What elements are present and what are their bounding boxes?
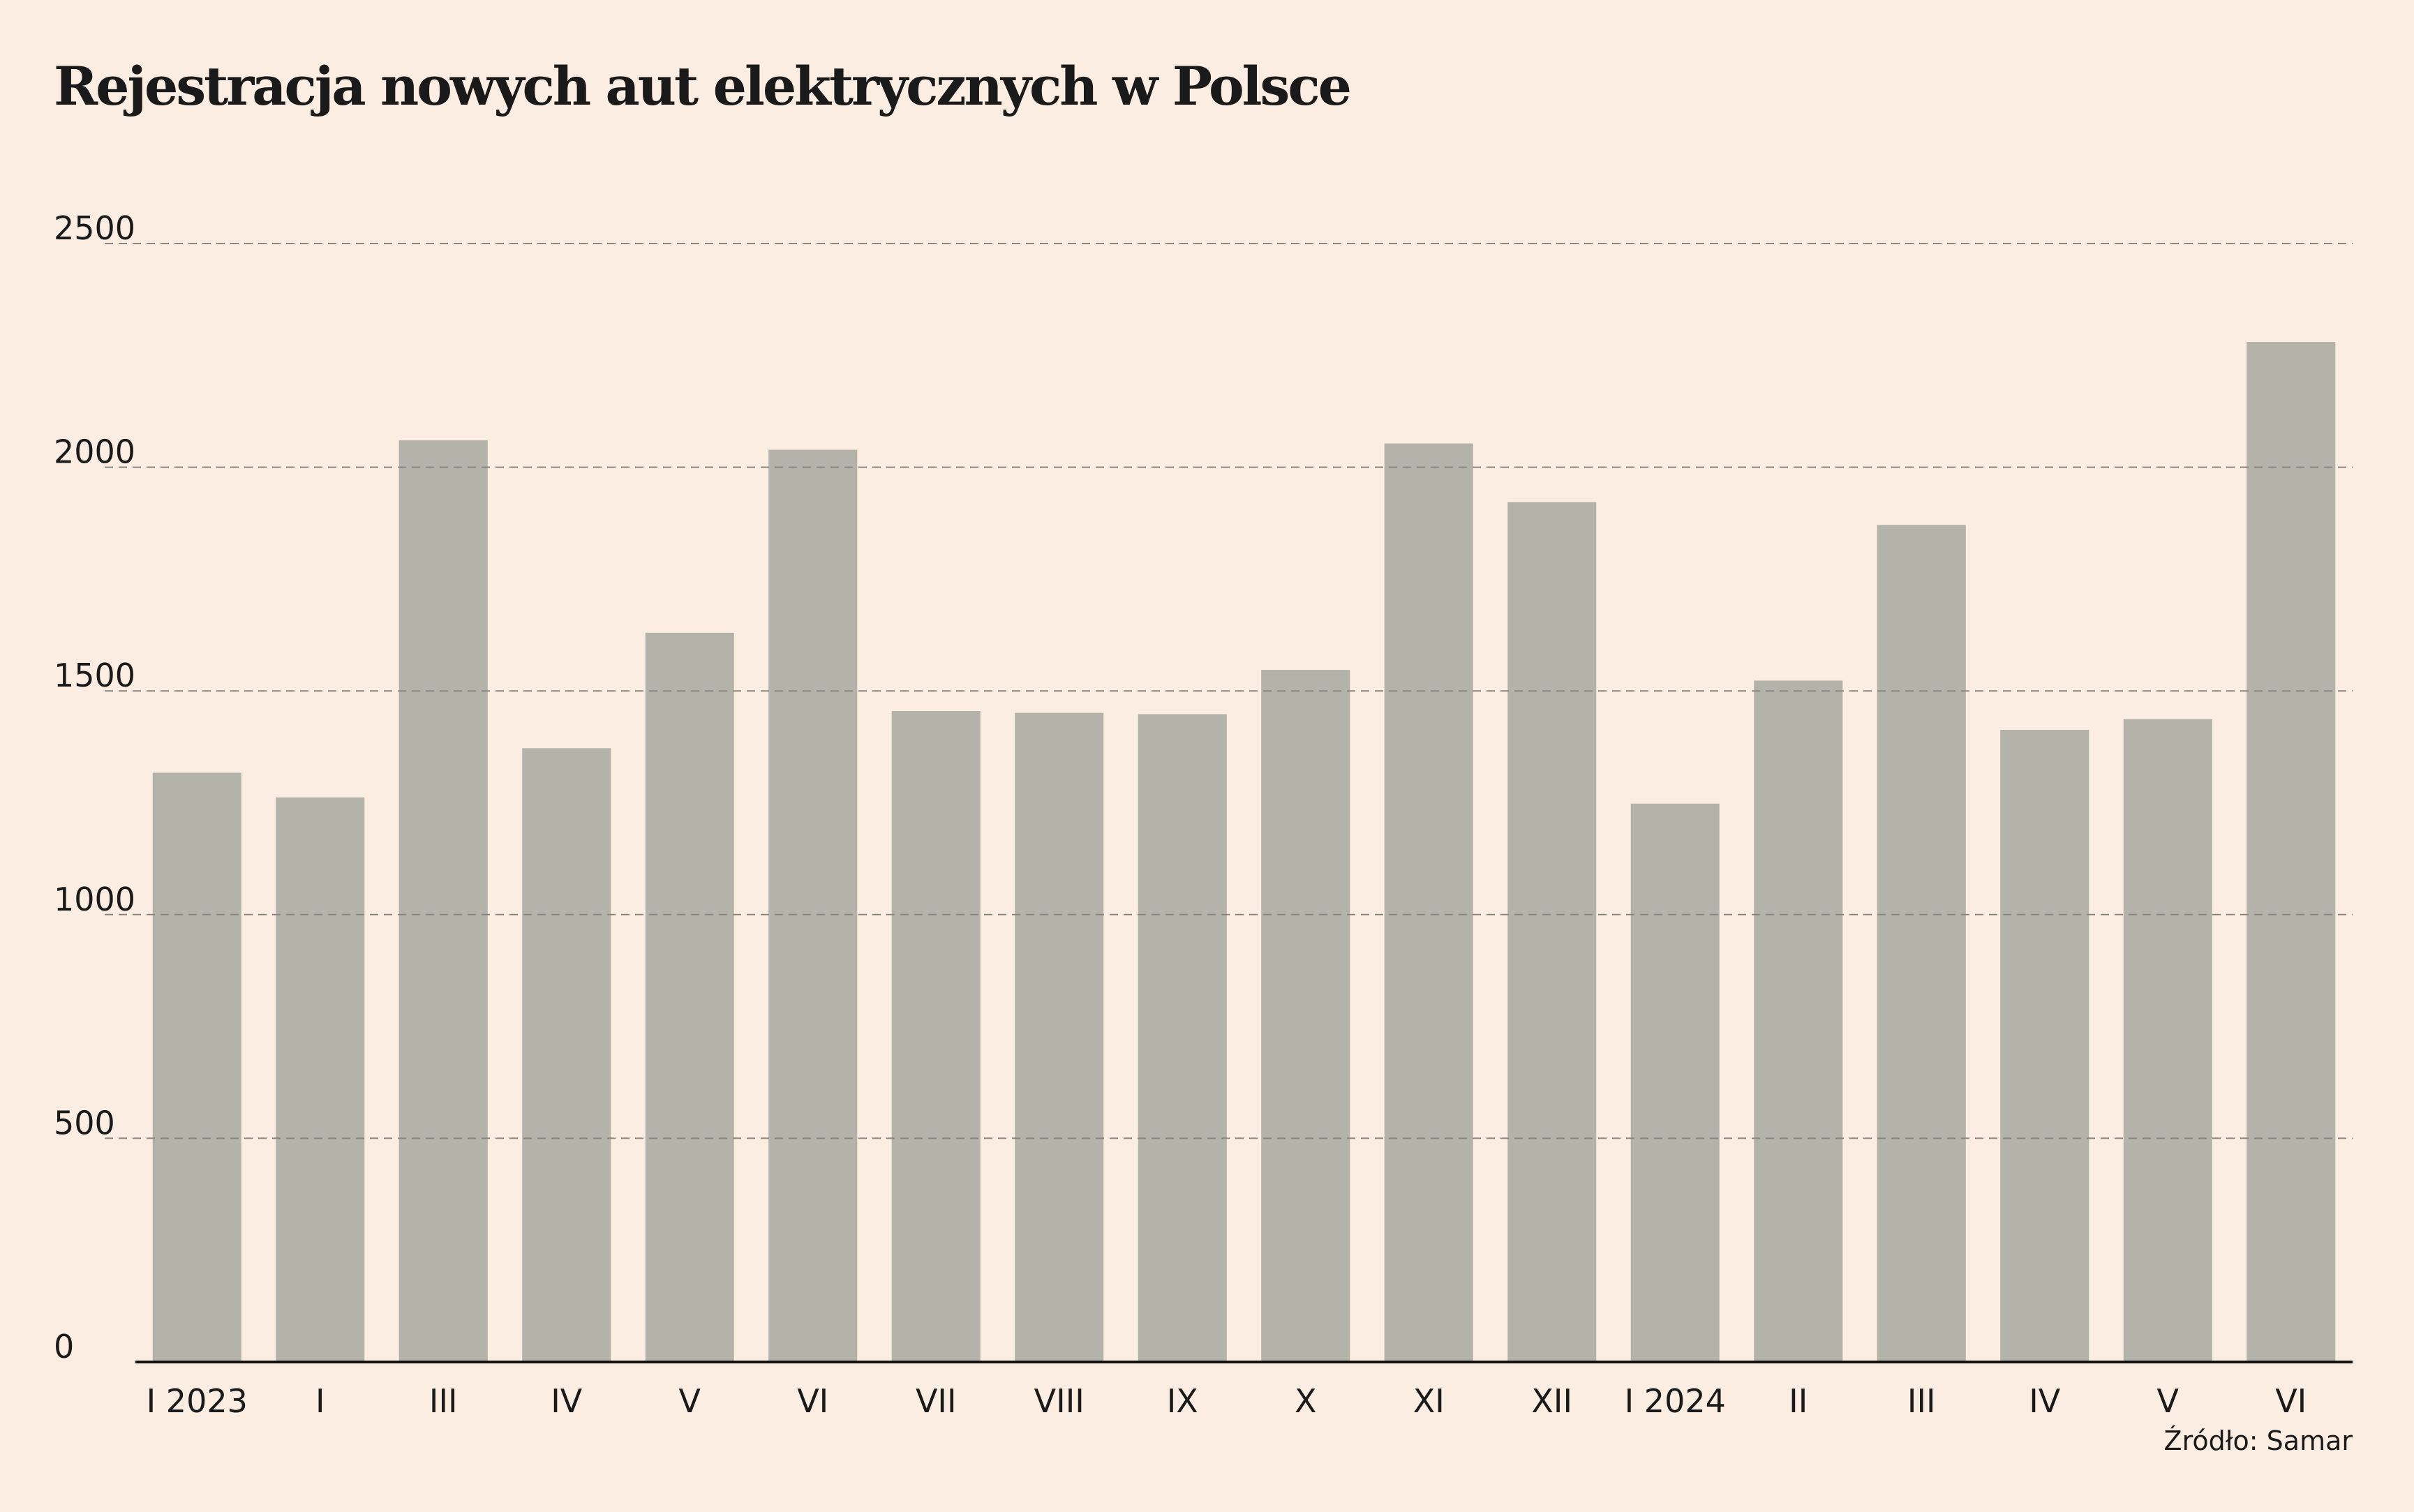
bar — [398, 440, 488, 1363]
x-tick-label: II — [1789, 1382, 1808, 1420]
bar — [276, 797, 365, 1362]
chart-title: Rejestracja nowych aut elektrycznych w P… — [54, 55, 1350, 117]
bar — [891, 711, 981, 1362]
bar — [1507, 502, 1597, 1363]
x-tick-label: I 2023 — [147, 1382, 248, 1420]
y-tick-label: 1500 — [54, 657, 135, 694]
bar — [522, 748, 611, 1362]
y-tick-label: 0 — [54, 1328, 74, 1365]
bar — [2247, 342, 2336, 1363]
x-tick-label: IV — [551, 1382, 583, 1420]
x-tick-label: VI — [797, 1382, 828, 1420]
bar — [1261, 670, 1350, 1362]
bar — [1384, 443, 1473, 1362]
x-tick-label: I 2024 — [1625, 1382, 1726, 1420]
bar — [2000, 729, 2089, 1362]
source: Źródło: Samar — [2164, 1425, 2353, 1456]
x-tick-label: VII — [916, 1382, 957, 1420]
x-tick-label: IV — [2029, 1382, 2061, 1420]
x-tick-label: XI — [1413, 1382, 1445, 1420]
bar — [1630, 803, 1720, 1362]
x-tick-label: IX — [1167, 1382, 1198, 1420]
y-tick-label: 2000 — [54, 433, 135, 471]
x-tick-label: III — [1907, 1382, 1936, 1420]
bar — [1877, 525, 1966, 1362]
y-tick-label: 500 — [54, 1104, 115, 1142]
x-tick-label: V — [679, 1382, 701, 1420]
bar — [1138, 714, 1227, 1362]
bar — [768, 449, 858, 1362]
bar — [2123, 719, 2212, 1362]
y-tick-label: 2500 — [54, 209, 135, 247]
bar — [645, 632, 734, 1362]
x-tick-label: X — [1295, 1382, 1317, 1420]
bar — [152, 772, 241, 1362]
y-tick-label: 1000 — [54, 881, 135, 918]
x-tick-label: XII — [1531, 1382, 1572, 1420]
x-tick-label: III — [429, 1382, 458, 1420]
x-tick-label: I — [315, 1382, 325, 1420]
x-tick-label: V — [2157, 1382, 2180, 1420]
bar — [1015, 712, 1104, 1362]
x-tick-label: VI — [2275, 1382, 2307, 1420]
x-tick-label: VIII — [1034, 1382, 1085, 1420]
bar — [1754, 680, 1843, 1362]
